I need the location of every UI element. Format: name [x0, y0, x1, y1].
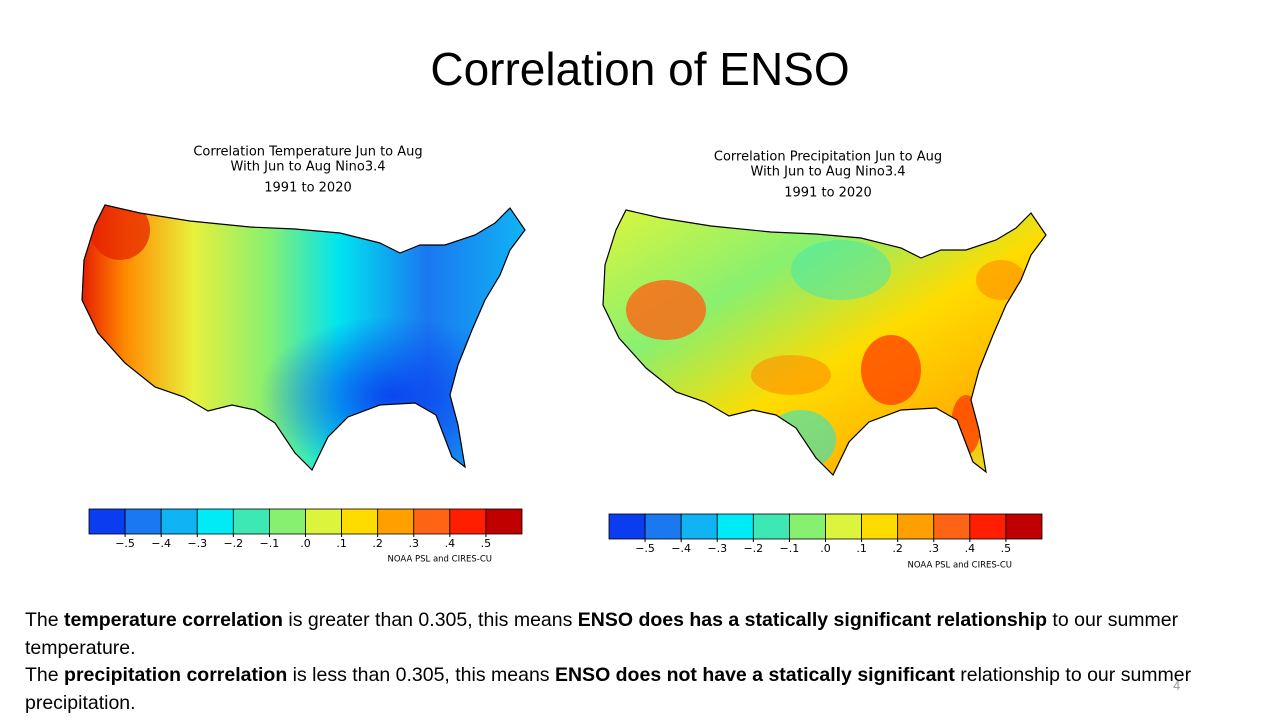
- colorbar-cell: [752, 513, 790, 540]
- colorbar-cell: [608, 513, 646, 540]
- colorbar-cell: [933, 513, 971, 540]
- colorbar-cell: [861, 513, 899, 540]
- colorbar-label: −.3: [707, 542, 727, 555]
- colorbar-label: .5: [1001, 542, 1012, 555]
- colorbar-label: .5: [481, 537, 492, 550]
- temperature-map: [81, 204, 526, 471]
- colorbar-label: .3: [929, 542, 940, 555]
- text: The: [25, 664, 65, 686]
- colorbar-cell: [160, 508, 198, 535]
- text: relationship to our summer precipitation…: [25, 664, 1197, 714]
- map-title: Correlation Precipitation Jun to Aug: [714, 150, 942, 165]
- text: to our summer temperature.: [25, 609, 1184, 659]
- colorbar-cell: [305, 508, 342, 535]
- bold-text: ENSO does not have a statically signific…: [554, 664, 955, 686]
- colorbar-label: −.4: [151, 537, 171, 550]
- colorbar-label: .4: [445, 537, 456, 550]
- colorbar-label: −.5: [635, 542, 655, 555]
- map-title: 1991 to 2020: [784, 186, 871, 201]
- slide-title: Correlation of ENSO: [430, 43, 850, 95]
- bold-text: temperature correlation: [64, 609, 283, 631]
- map-credit: NOAA PSL and CIRES-CU: [388, 555, 492, 565]
- colorbar-cell: [897, 513, 935, 540]
- colorbar-cell: [969, 513, 1007, 540]
- colorbar-cell: [680, 513, 718, 540]
- colorbar-label: .2: [372, 537, 383, 550]
- text: is less than 0.305, this means: [287, 664, 555, 686]
- precipitation-map: [602, 209, 1047, 476]
- text-block: The temperature correlation is greater t…: [25, 607, 1235, 717]
- page-number: 4: [1173, 678, 1181, 693]
- colorbar-cell: [449, 508, 487, 535]
- colorbar-label: .1: [336, 537, 347, 550]
- colorbar-label: .2: [892, 542, 903, 555]
- colorbar-cell: [232, 508, 270, 535]
- colorbar-cell: [1005, 513, 1043, 540]
- colorbar-label: −.2: [223, 537, 243, 550]
- colorbar-label: .0: [820, 542, 831, 555]
- colorbar-label: .0: [300, 537, 311, 550]
- colorbar-cell: [825, 513, 862, 540]
- map-title: 1991 to 2020: [264, 181, 351, 196]
- map-title: With Jun to Aug Nino3.4: [751, 165, 906, 180]
- colorbar-cell: [485, 508, 523, 535]
- bold-text: precipitation correlation: [64, 664, 288, 686]
- colorbar-cell: [644, 513, 682, 540]
- colorbar-label: .1: [856, 542, 867, 555]
- colorbar-cell: [789, 513, 826, 540]
- colorbar-cell: [124, 508, 162, 535]
- map-credit: NOAA PSL and CIRES-CU: [908, 561, 1012, 571]
- colorbar-label: −.5: [115, 537, 135, 550]
- colorbar-cell: [196, 508, 234, 535]
- colorbar-label: −.2: [743, 542, 763, 555]
- colorbar-cell: [341, 508, 379, 535]
- colorbar-label: .4: [965, 542, 976, 555]
- colorbar-label: −.4: [671, 542, 691, 555]
- colorbar-label: −.1: [260, 537, 280, 550]
- colorbar-label: −.1: [780, 542, 800, 555]
- bold-text: ENSO does has a statically significant r…: [577, 609, 1047, 631]
- colorbar-cell: [716, 513, 754, 540]
- paragraph: The precipitation correlation is less th…: [25, 662, 1235, 717]
- text: The: [25, 609, 65, 631]
- map-title: With Jun to Aug Nino3.4: [231, 160, 386, 175]
- colorbar-label: −.3: [187, 537, 207, 550]
- text: is greater than 0.305, this means: [282, 609, 578, 631]
- colorbar-label: .3: [409, 537, 420, 550]
- paragraph: The temperature correlation is greater t…: [25, 607, 1235, 662]
- colorbar-cell: [377, 508, 415, 535]
- colorbar-cell: [269, 508, 306, 535]
- map-title: Correlation Temperature Jun to Aug: [193, 145, 422, 160]
- colorbar-cell: [88, 508, 126, 535]
- colorbar-cell: [413, 508, 451, 535]
